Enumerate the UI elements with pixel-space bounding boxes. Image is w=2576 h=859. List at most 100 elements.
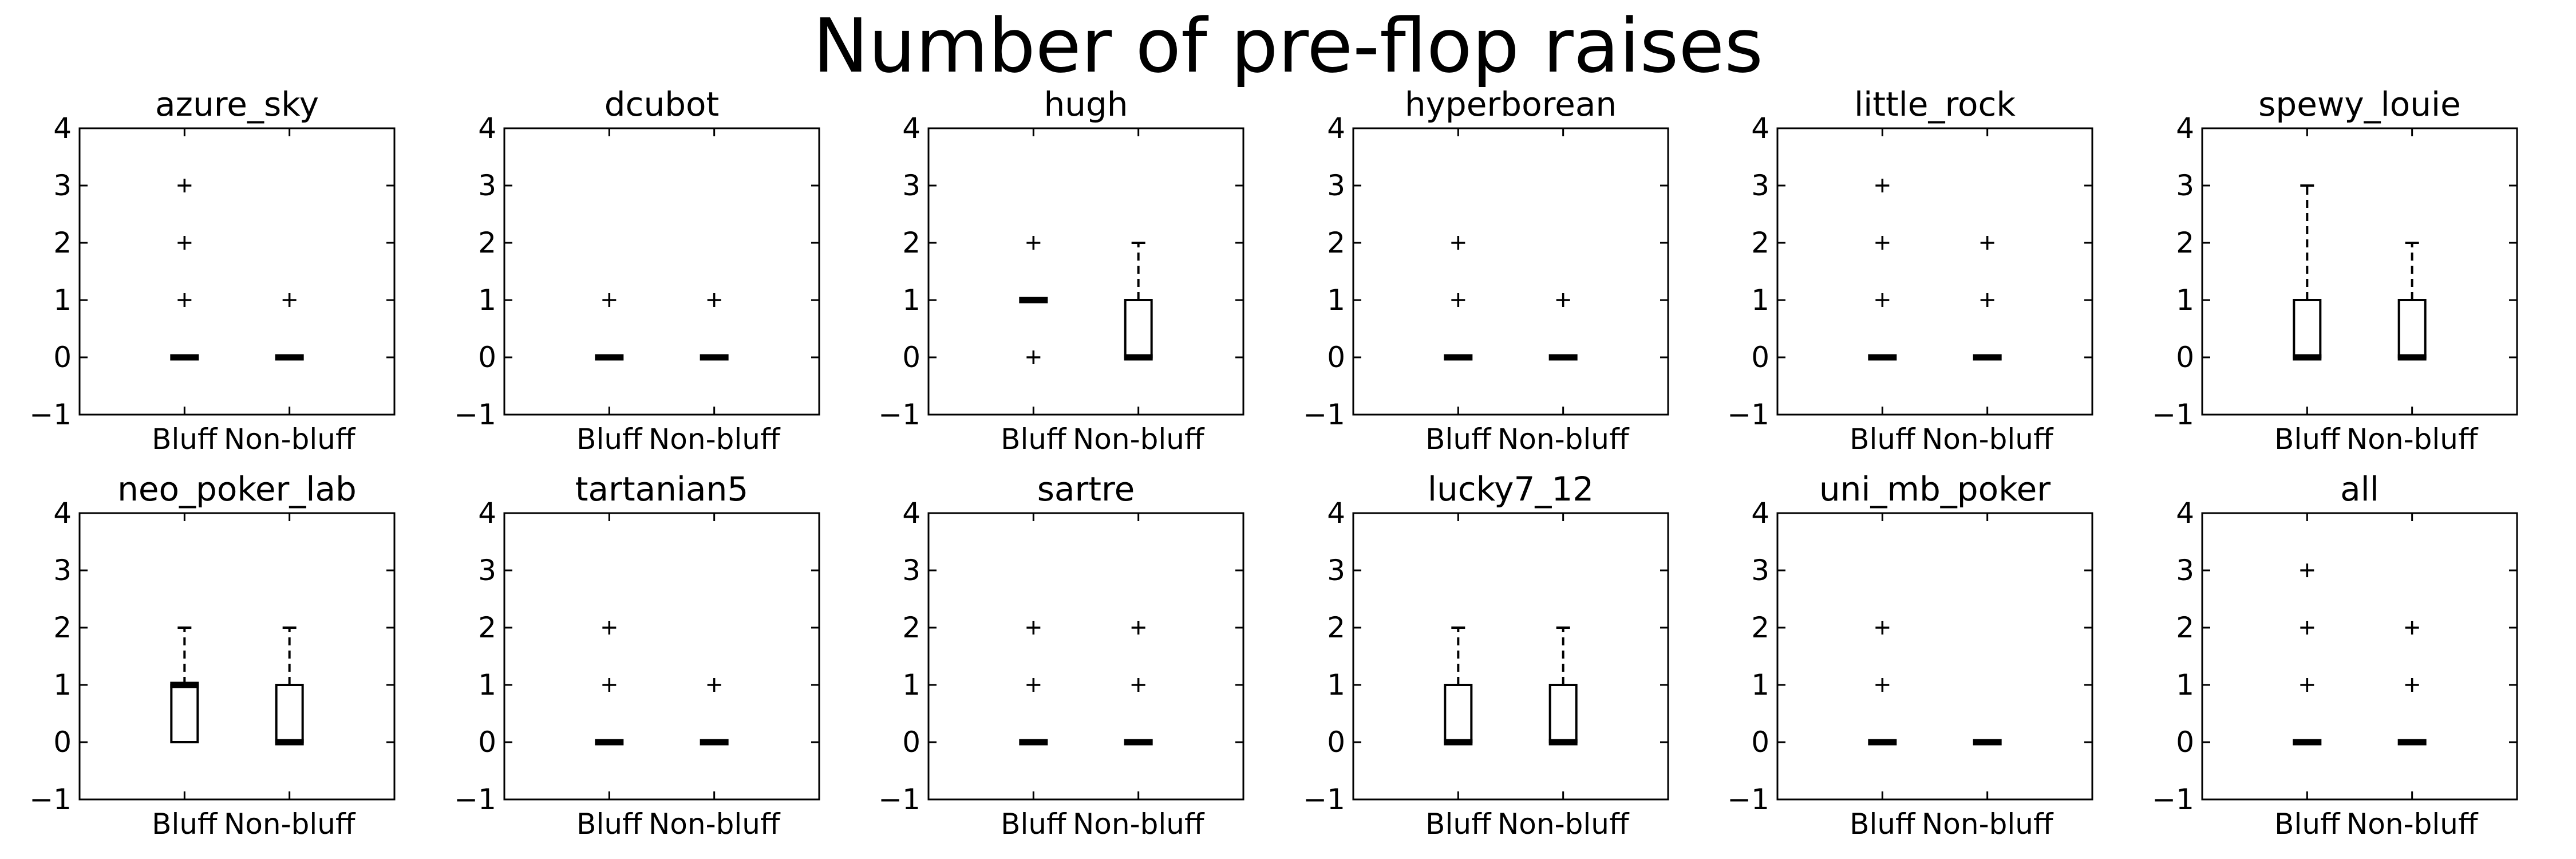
x-tick-label: Bluff [1425, 423, 1492, 456]
box-non-bluff [1124, 621, 1153, 746]
panel-title: azure_sky [155, 85, 319, 124]
outlier-point [1875, 621, 1890, 635]
y-tick-label: 0 [478, 341, 496, 374]
outlier-point [282, 293, 297, 307]
plot-frame [1352, 127, 1669, 416]
y-tick-label: 0 [902, 726, 920, 759]
x-tick-label: Bluff [1001, 423, 1067, 456]
outlier-point [1026, 621, 1041, 635]
y-tick-label: 2 [2176, 226, 2194, 259]
outlier-point [2300, 564, 2314, 577]
box-non-bluff [2397, 242, 2427, 361]
y-tick-label: 3 [53, 554, 72, 587]
y-tick-label: 4 [478, 497, 496, 530]
outlier-point [177, 179, 192, 192]
box-bluff [1019, 621, 1048, 746]
panel-hugh: hugh −1 0 1 2 3 4 Bluff Non-bluff [878, 85, 1244, 456]
plot-frame [78, 127, 396, 416]
box-non-bluff [1548, 626, 1578, 746]
y-tick-label: 0 [478, 726, 496, 759]
y-tick-label: −1 [1303, 398, 1345, 431]
x-tick-label: Bluff [576, 423, 643, 456]
plot-frame [927, 512, 1244, 801]
box-non-bluff [1124, 242, 1153, 361]
y-tick-label: 0 [1751, 341, 1769, 374]
y-tick-label: 3 [1751, 169, 1769, 202]
y-tick-label: 1 [53, 668, 72, 702]
y-tick-label: 4 [1327, 497, 1345, 530]
outlier-point [2300, 621, 2314, 635]
box-bluff [1019, 236, 1048, 364]
y-tick-label: −1 [878, 398, 920, 431]
outlier-point [1026, 350, 1041, 364]
box-non-bluff [1548, 293, 1578, 361]
plot-frame [2201, 127, 2518, 416]
box-bluff [595, 293, 624, 361]
box-bluff [1444, 626, 1473, 746]
panel-title: hugh [1044, 85, 1128, 124]
box-bluff [1868, 621, 1897, 746]
x-tick-label: Non-bluff [2346, 423, 2479, 456]
y-tick-label: 3 [2176, 169, 2194, 202]
panel-title: hyperborean [1405, 85, 1617, 124]
x-tick-label: Non-bluff [649, 423, 781, 456]
y-tick-label: 2 [478, 226, 496, 259]
panel-dcubot: dcubot −1 0 1 2 3 4 Bluff Non-bluff [454, 85, 820, 456]
y-tick-label: 4 [1751, 112, 1769, 145]
y-tick-label: 1 [1751, 668, 1769, 702]
box-bluff [2293, 184, 2322, 361]
y-tick-label: 3 [53, 169, 72, 202]
box-non-bluff [275, 626, 304, 746]
y-tick-label: 0 [902, 341, 920, 374]
panel-all: all −1 0 1 2 3 4 Bluff Non-bluff [2152, 470, 2518, 841]
x-tick-label: Bluff [1850, 423, 1916, 456]
outlier-point [1026, 236, 1041, 250]
y-tick-label: 3 [902, 169, 920, 202]
x-tick-label: Bluff [2274, 423, 2341, 456]
outlier-point [1026, 678, 1041, 692]
outlier-point [1131, 621, 1145, 635]
y-tick-label: 2 [1751, 611, 1769, 644]
panel-tartanian5: tartanian5 −1 0 1 2 3 4 Bluff Non-bluff [454, 470, 820, 841]
plot-frame [503, 127, 820, 416]
y-tick-label: 4 [902, 112, 920, 145]
outlier-point [1875, 678, 1890, 692]
x-tick-label: Non-bluff [1498, 807, 1630, 841]
y-tick-label: 1 [2176, 283, 2194, 317]
outlier-point [2405, 621, 2419, 635]
outlier-point [1875, 293, 1890, 307]
y-tick-label: −1 [2152, 398, 2194, 431]
plot-frame [503, 512, 820, 801]
y-tick-label: 0 [1327, 341, 1345, 374]
y-tick-label: 2 [1751, 226, 1769, 259]
outlier-point [177, 293, 192, 307]
y-tick-label: 1 [2176, 668, 2194, 702]
y-tick-label: 3 [1327, 169, 1345, 202]
y-tick-label: 2 [2176, 611, 2194, 644]
outlier-point [1980, 236, 1994, 250]
x-tick-label: Non-bluff [1073, 423, 1205, 456]
plot-frame [78, 512, 396, 801]
x-tick-label: Bluff [152, 807, 218, 841]
outlier-point [2405, 678, 2419, 692]
y-tick-label: 4 [478, 112, 496, 145]
x-tick-label: Non-bluff [224, 423, 356, 456]
box-non-bluff [700, 293, 729, 361]
x-tick-label: Bluff [1001, 807, 1067, 841]
panel-little_rock: little_rock −1 0 1 2 3 4 Bluff Non-bluff [1727, 85, 2093, 456]
outlier-point [1451, 236, 1465, 250]
plot-frame [927, 127, 1244, 416]
box-bluff [595, 621, 624, 746]
y-tick-label: 3 [902, 554, 920, 587]
y-tick-label: 2 [1327, 226, 1345, 259]
box-bluff [170, 179, 199, 361]
x-tick-label: Non-bluff [224, 807, 356, 841]
outlier-point [1875, 236, 1890, 250]
y-tick-label: 4 [1751, 497, 1769, 530]
outlier-point [602, 293, 617, 307]
outlier-point [177, 236, 192, 250]
panel-sartre: sartre −1 0 1 2 3 4 Bluff Non-bluff [878, 470, 1244, 841]
panel-hyperborean: hyperborean −1 0 1 2 3 4 Bluff Non-bluff [1303, 85, 1669, 456]
plot-frame [1776, 127, 2093, 416]
